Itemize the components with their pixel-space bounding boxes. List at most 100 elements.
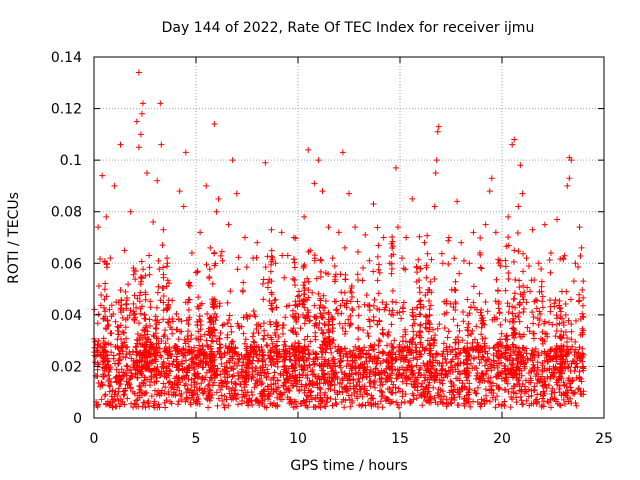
data-point [393,299,400,306]
data-point [448,396,455,403]
data-point [153,325,160,332]
data-point [193,396,200,403]
data-point [384,342,391,349]
data-point [383,365,390,372]
data-point [446,343,453,350]
data-point [578,378,585,385]
data-point [321,321,328,328]
data-point-peak [517,162,524,169]
data-point [410,328,417,335]
data-point [437,396,444,403]
data-point [245,402,252,409]
data-point [441,298,448,305]
data-point [495,354,502,361]
data-point [562,328,569,335]
data-point [205,381,212,388]
data-point [546,319,553,326]
data-point [279,330,286,337]
data-point [197,318,204,325]
data-point [249,373,256,380]
data-point [426,321,433,328]
data-point [306,317,313,324]
data-point [356,383,363,390]
data-point [441,310,448,317]
data-point [102,308,109,315]
data-point [360,350,367,357]
data-point [113,366,120,373]
data-point [579,287,586,294]
data-point [567,384,574,391]
data-point [342,350,349,357]
data-point [385,362,392,369]
data-point [224,374,231,381]
data-point [260,335,267,342]
data-point [241,393,248,400]
data-point [109,387,116,394]
data-point [227,365,234,372]
data-point [464,340,471,347]
data-point [370,368,377,375]
data-point [240,368,247,375]
data-point [479,353,486,360]
data-point [530,313,537,320]
data-point [216,336,223,343]
data-point [197,360,204,367]
data-point [346,380,353,387]
data-point [232,380,239,387]
data-point [396,344,403,351]
data-point [131,311,138,318]
data-point [478,306,485,313]
data-point [269,306,276,313]
data-point [431,275,438,282]
data-point [221,321,228,328]
data-point [331,263,338,270]
data-point [270,389,277,396]
data-point [427,342,434,349]
data-point [498,330,505,337]
data-point [107,341,114,348]
data-point [182,381,189,388]
data-point [106,388,113,395]
data-point [362,402,369,409]
data-point [273,319,280,326]
data-point [167,324,174,331]
data-point [527,379,534,386]
data-point [454,322,461,329]
data-point [206,367,213,374]
data-point [311,360,318,367]
data-point [341,404,348,411]
data-point [493,276,500,283]
data-point [376,269,383,276]
data-point [520,282,527,289]
data-point [316,379,323,386]
data-point [116,357,123,364]
data-point [510,258,517,265]
data-point [502,367,509,374]
data-point [417,321,424,328]
data-point [466,386,473,393]
data-point [126,349,133,356]
data-point [576,344,583,351]
data-point [194,370,201,377]
data-point [114,392,121,399]
data-point [239,397,246,404]
data-point [502,317,509,324]
data-point [355,365,362,372]
data-point [107,330,114,337]
data-point [253,396,260,403]
data-point [547,297,554,304]
data-point-peak [511,136,518,143]
data-point [452,366,459,373]
data-point [565,349,572,356]
data-point [370,268,377,275]
data-point [216,350,223,357]
data-point [396,343,403,350]
data-point [153,391,160,398]
data-point [556,320,563,327]
data-point [552,396,559,403]
data-point-peak [325,224,332,231]
data-point [196,385,203,392]
data-point [477,251,484,258]
data-point [370,302,377,309]
data-point [113,379,120,386]
